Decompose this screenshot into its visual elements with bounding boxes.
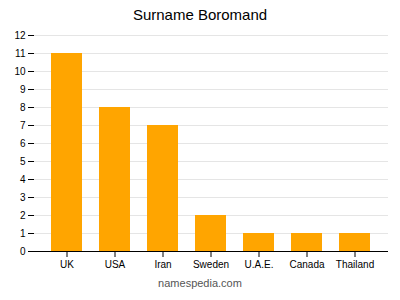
svg-text:Sweden: Sweden (193, 259, 229, 270)
svg-text:2: 2 (20, 210, 26, 221)
svg-text:10: 10 (14, 66, 26, 77)
svg-text:Thailand: Thailand (336, 259, 374, 270)
svg-text:3: 3 (20, 192, 26, 203)
svg-text:Iran: Iran (154, 259, 171, 270)
svg-text:Canada: Canada (289, 259, 324, 270)
svg-text:0: 0 (20, 246, 26, 257)
svg-text:5: 5 (20, 156, 26, 167)
svg-text:UK: UK (60, 259, 74, 270)
svg-text:USA: USA (105, 259, 126, 270)
svg-text:8: 8 (20, 102, 26, 113)
svg-text:11: 11 (15, 48, 26, 59)
html-text:namespedia.com: namespedia.com (158, 277, 242, 289)
svg-text:7: 7 (20, 120, 26, 131)
svg-text:6: 6 (20, 138, 26, 149)
svg-text:1: 1 (20, 228, 26, 239)
svg-text:U.A.E.: U.A.E. (245, 259, 274, 270)
svg-text:12: 12 (14, 30, 26, 41)
svg-text:4: 4 (20, 174, 26, 185)
html-text:Surname Boromand: Surname Boromand (132, 6, 268, 23)
svg-text:9: 9 (20, 84, 26, 95)
